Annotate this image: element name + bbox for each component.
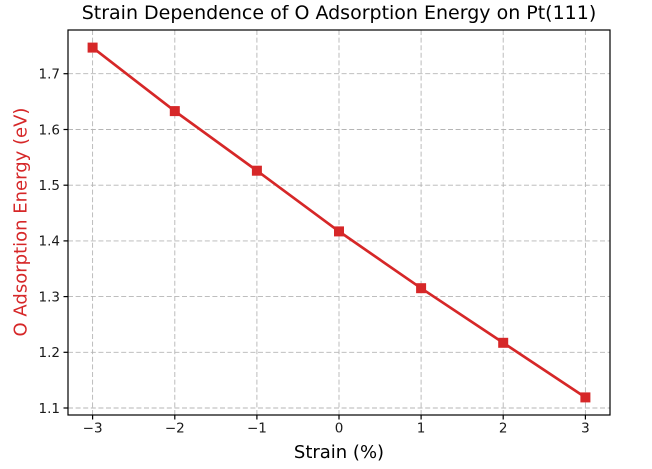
- y-tick-label: 1.4: [39, 234, 60, 250]
- data-point-marker: [416, 283, 427, 294]
- x-tick-label: 0: [335, 421, 344, 437]
- y-tick-label: 1.5: [39, 178, 60, 194]
- x-tick-label: −1: [247, 421, 267, 437]
- x-tick-label: 2: [499, 421, 508, 437]
- data-point-marker: [580, 392, 591, 403]
- data-point-marker: [334, 226, 344, 237]
- y-tick-label: 1.6: [39, 122, 60, 138]
- y-tick-label: 1.7: [39, 67, 60, 83]
- x-tick-label: 1: [417, 421, 426, 437]
- y-tick-label: 1.3: [39, 289, 60, 305]
- x-axis-label: Strain (%): [293, 442, 385, 463]
- data-point-marker: [169, 106, 180, 117]
- x-tick-label: −2: [165, 421, 185, 437]
- x-tick-label: 3: [581, 421, 590, 437]
- data-point-marker: [498, 337, 509, 348]
- y-axis-label: O Adsorption Energy (eV): [10, 107, 32, 337]
- x-tick-label: −3: [83, 421, 103, 437]
- chart-title: Strain Dependence of O Adsorption Energy…: [81, 2, 597, 24]
- data-point-marker: [87, 42, 98, 53]
- data-point-marker: [251, 165, 262, 176]
- y-tick-label: 1.1: [39, 401, 60, 417]
- y-tick-label: 1.2: [39, 345, 60, 361]
